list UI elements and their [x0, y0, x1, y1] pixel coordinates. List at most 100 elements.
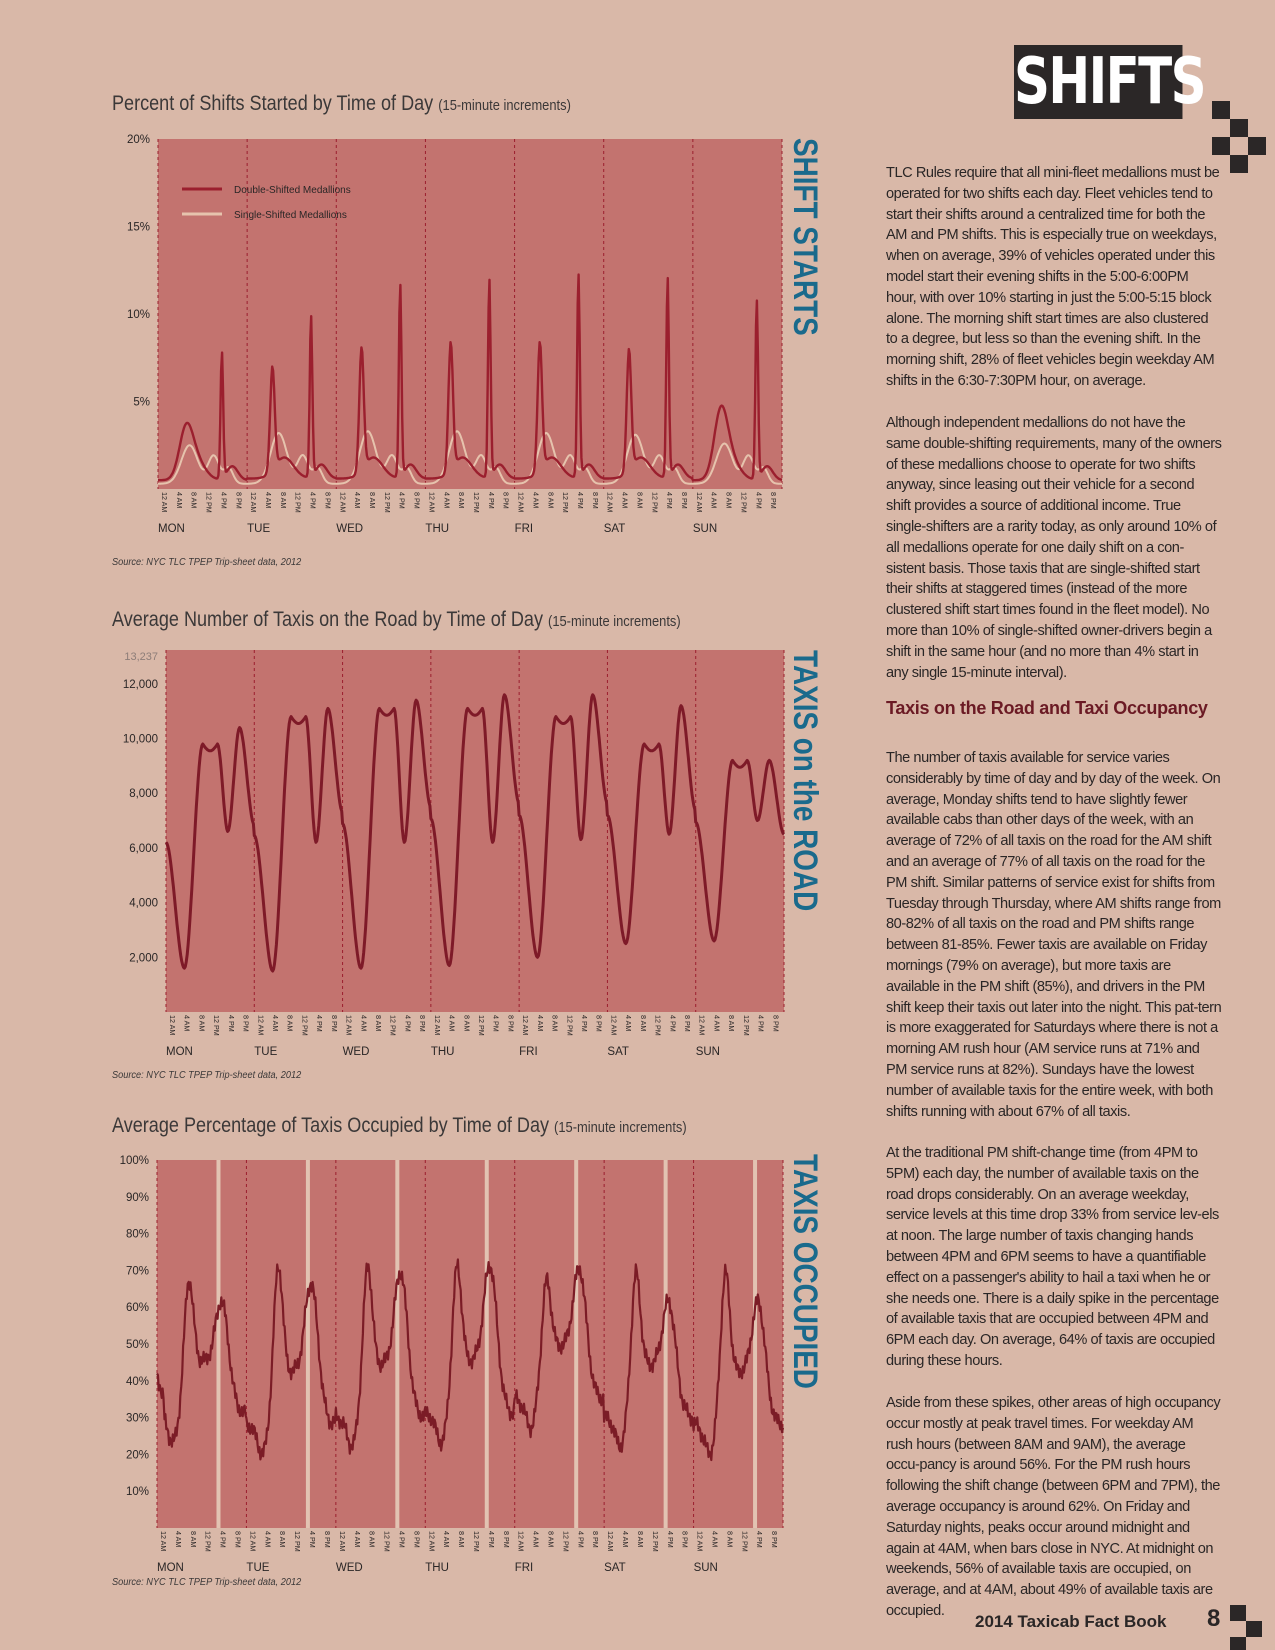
y-tick-label: 20% — [126, 1449, 149, 1461]
checker-decoration — [1230, 1637, 1246, 1650]
hour-tick-label: 8 AM — [197, 1015, 206, 1031]
y-tick-label: 80% — [126, 1229, 149, 1241]
hour-tick-label: 12 AM — [338, 1531, 347, 1551]
y-tick-label: 8,000 — [129, 788, 158, 800]
hour-tick-label: 8 PM — [330, 1015, 339, 1032]
hour-tick-label: 4 PM — [668, 1015, 677, 1032]
hour-tick-label: 4 PM — [576, 1531, 585, 1548]
hour-tick-label: 12 PM — [472, 492, 481, 513]
y-tick-label: 15% — [127, 222, 150, 234]
body-paragraph-1: TLC Rules require that all mini-fleet me… — [886, 163, 1222, 392]
y-tick-label: 90% — [126, 1192, 149, 1204]
hour-tick-label: 12 AM — [345, 1015, 354, 1035]
body-paragraph-2: Although independent medallions do not h… — [886, 413, 1222, 683]
y-tick-label: 40% — [126, 1376, 149, 1388]
chart1-source: Source: NYC TLC TPEP Trip-sheet data, 20… — [112, 557, 302, 568]
hour-tick-label: 12 PM — [205, 492, 214, 513]
hour-tick-label: 12 PM — [472, 1531, 481, 1552]
section-heading: Taxis on the Road and Taxi Occupancy — [886, 698, 1222, 719]
hour-tick-label: 8 PM — [502, 492, 511, 509]
hour-tick-label: 4 AM — [621, 492, 630, 508]
y-tick-label: 30% — [126, 1413, 149, 1425]
chart3-title-text: Average Percentage of Taxis Occupied by … — [112, 1114, 550, 1137]
hour-tick-label: 4 AM — [712, 1015, 721, 1031]
hour-tick-label: 4 PM — [308, 1531, 317, 1548]
hour-tick-label: 12 PM — [300, 1015, 309, 1036]
hour-tick-label: 8 PM — [591, 1531, 600, 1548]
hour-tick-label: 4 PM — [755, 1531, 764, 1548]
hour-tick-label: 12 PM — [389, 1015, 398, 1036]
day-tick-label: SUN — [696, 1046, 720, 1058]
hour-tick-label: 8 AM — [368, 492, 377, 508]
day-tick-label: WED — [343, 1046, 370, 1058]
body-text: Aside from these spikes, other areas of … — [886, 1395, 1221, 1619]
hour-tick-label: 12 AM — [427, 1531, 436, 1551]
hour-tick-label: 12 AM — [696, 1531, 705, 1551]
hour-tick-label: 12 AM — [338, 492, 347, 512]
hour-tick-label: 4 AM — [624, 1015, 633, 1031]
shift-change-band — [216, 1160, 221, 1528]
chart2-title: Average Number of Taxis on the Road by T… — [112, 608, 681, 632]
hour-tick-label: 8 AM — [551, 1015, 560, 1031]
hour-tick-label: 12 AM — [168, 1015, 177, 1035]
hour-tick-label: 8 PM — [242, 1015, 251, 1032]
day-tick-label: THU — [431, 1046, 455, 1058]
chart1-title: Percent of Shifts Started by Time of Day… — [112, 92, 571, 116]
plot-area — [158, 139, 782, 489]
hour-tick-label: 8 PM — [771, 1015, 780, 1032]
hour-tick-label: 4 PM — [492, 1015, 501, 1032]
hour-tick-label: 12 PM — [561, 492, 570, 513]
hour-tick-label: 8 PM — [591, 492, 600, 509]
heading-text: Taxis on the Road and Taxi Occupancy — [886, 698, 1208, 718]
taxis-occupied-series-line — [156, 1258, 785, 1462]
y-tick-label: 10% — [126, 1486, 149, 1498]
chart3-title: Average Percentage of Taxis Occupied by … — [112, 1114, 687, 1138]
body-paragraph-5: Aside from these spikes, other areas of … — [886, 1393, 1222, 1622]
hour-tick-label: 12 PM — [212, 1015, 221, 1036]
hour-tick-label: 12 AM — [249, 492, 258, 512]
hour-tick-label: 8 AM — [635, 492, 644, 508]
day-tick-label: SUN — [694, 1562, 718, 1574]
shift-change-band — [395, 1160, 400, 1528]
body-text: Although independent medallions do not h… — [886, 415, 1222, 681]
y-tick-label: 12,000 — [123, 679, 158, 691]
hour-tick-label: 4 PM — [487, 1531, 496, 1548]
checker-decoration — [1248, 137, 1266, 155]
hour-tick-label: 8 AM — [727, 1015, 736, 1031]
hour-tick-label: 8 PM — [234, 492, 243, 509]
checker-decoration — [1230, 119, 1248, 137]
shift-change-band — [663, 1160, 668, 1528]
day-tick-label: MON — [157, 1562, 184, 1574]
hour-tick-label: 4 PM — [576, 492, 585, 509]
hour-tick-label: 8 AM — [279, 492, 288, 508]
hour-tick-label: 12 PM — [477, 1015, 486, 1036]
hour-tick-label: 12 AM — [433, 1015, 442, 1035]
y-tick-label: 20% — [127, 134, 150, 146]
hour-tick-label: 8 AM — [190, 492, 199, 508]
hour-tick-label: 8 PM — [506, 1015, 515, 1032]
body-text: The number of taxis available for servic… — [886, 750, 1222, 1120]
hour-tick-label: 8 PM — [502, 1531, 511, 1548]
hour-tick-label: 4 PM — [580, 1015, 589, 1032]
hour-tick-label: 4 PM — [398, 492, 407, 509]
hour-tick-label: 12 AM — [698, 1015, 707, 1035]
chart1-subtitle: (15-minute increments) — [438, 97, 571, 114]
checker-decoration — [1246, 1621, 1262, 1637]
hour-tick-label: 12 PM — [651, 1531, 660, 1552]
day-tick-label: TUE — [254, 1046, 277, 1058]
hour-tick-label: 12 AM — [160, 492, 169, 512]
hour-tick-label: 12 AM — [427, 492, 436, 512]
hour-tick-label: 12 PM — [654, 1015, 663, 1036]
double-shifted-series-line — [157, 273, 783, 482]
hour-tick-label: 12 AM — [609, 1015, 618, 1035]
hour-tick-label: 8 PM — [323, 1531, 332, 1548]
hour-tick-label: 8 AM — [547, 1531, 556, 1547]
hour-tick-label: 12 AM — [606, 492, 615, 512]
hour-tick-label: 4 AM — [710, 492, 719, 508]
day-tick-label: THU — [425, 523, 449, 535]
checker-decoration — [1230, 1605, 1246, 1621]
hour-tick-label: 12 AM — [517, 1531, 526, 1551]
day-tick-label: SAT — [607, 1046, 629, 1058]
hour-tick-label: 4 PM — [757, 1015, 766, 1032]
shift-change-band — [305, 1160, 310, 1528]
